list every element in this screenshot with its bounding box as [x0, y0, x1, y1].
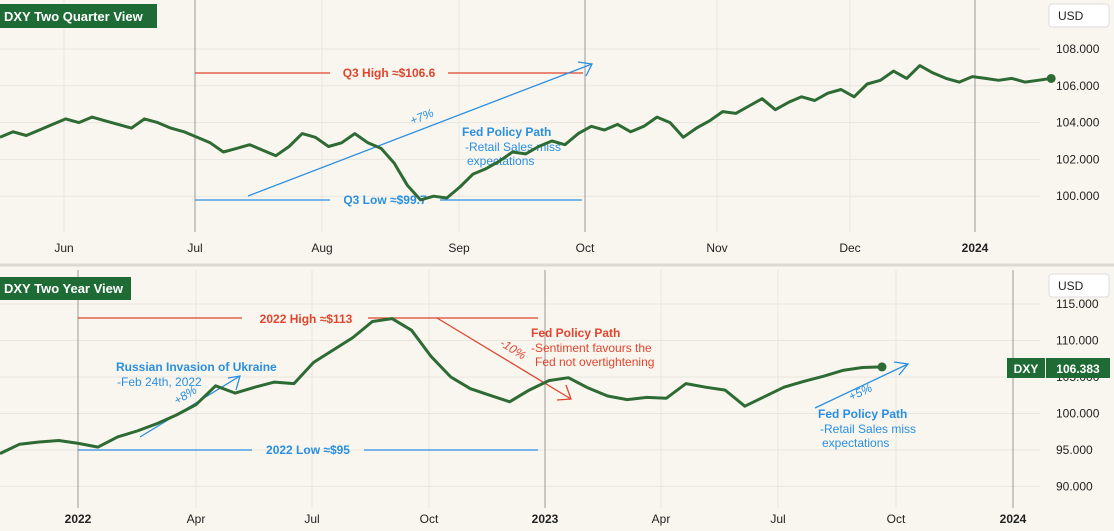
y22-down-trend-arrowhead [556, 384, 572, 401]
q3-trend-arrowhead [577, 61, 593, 77]
two-quarter-y-tick-label: 106.000 [1056, 79, 1100, 93]
two-year-x-tick-label: 2022 [65, 512, 92, 526]
two-year-y-tick-label: 95.000 [1056, 443, 1093, 457]
two-quarter-y-axis: 108.000 106.000 104.000 102.000 100.000 [1056, 42, 1100, 203]
two-quarter-x-tick-label: Jul [187, 241, 202, 255]
two-quarter-x-tick-label: Oct [576, 241, 595, 255]
two-year-title: DXY Two Year View [4, 281, 124, 296]
last-price-value-tag [1046, 358, 1110, 378]
two-quarter-y-tick-label: 100.000 [1056, 189, 1100, 203]
two-year-x-tick-label: 2023 [532, 512, 559, 526]
two-quarter-currency-label: USD [1058, 9, 1084, 23]
two-quarter-x-tick-label: Dec [839, 241, 860, 255]
russia-note-date: -Feb 24th, 2022 [117, 375, 202, 389]
two-year-x-tick-label: Apr [652, 512, 671, 526]
two-year-currency-button[interactable] [1048, 273, 1110, 298]
y23-recent-trend-line [814, 363, 909, 409]
two-quarter-price-line [0, 64, 1052, 202]
q3-trend-line [247, 63, 593, 197]
two-quarter-x-axis: Jun Jul Aug Sep Oct Nov Dec 2024 [54, 241, 988, 255]
two-quarter-grid [0, 0, 1040, 232]
two-quarter-y-tick-label: 108.000 [1056, 42, 1100, 56]
two-quarter-last-point [1046, 73, 1056, 83]
two-year-y-tick-label: 100.000 [1056, 407, 1100, 421]
fed2-note-title: Fed Policy Path [818, 407, 907, 421]
two-quarter-x-tick-label: Aug [311, 241, 332, 255]
two-quarter-x-tick-label: 2024 [962, 241, 989, 255]
two-quarter-title: DXY Two Quarter View [4, 9, 144, 24]
two-year-x-tick-label: Apr [187, 512, 206, 526]
two-quarter-y-tick-label: 104.000 [1056, 116, 1100, 130]
two-quarter-title-badge [0, 4, 157, 28]
two-quarter-panel: Q3 High ≈$106.6 Q3 Low ≈$99.7 +7% Fed Po… [0, 0, 1110, 255]
two-quarter-y-tick-label: 102.000 [1056, 152, 1100, 166]
y23-recent-trend-arrowhead [893, 361, 910, 376]
last-price-value: 106.383 [1056, 362, 1100, 376]
two-year-x-tick-label: 2024 [1000, 512, 1027, 526]
russia-note-title: Russian Invasion of Ukraine [116, 360, 277, 374]
fed2-note-line2: expectations [822, 436, 889, 450]
y23-recent-trend-label: +5% [846, 381, 874, 404]
y22-down-trend-label: -10% [497, 336, 528, 363]
two-year-y-tick-label: 115.000 [1056, 297, 1099, 311]
two-year-x-axis: 2022 Apr Jul Oct 2023 Apr Jul Oct 2024 [65, 512, 1027, 526]
y22-high-label: 2022 High ≈$113 [260, 312, 353, 326]
two-year-title-badge [0, 277, 131, 300]
y22-down-trend-line [436, 317, 572, 400]
fed2-note-line1: -Retail Sales miss [820, 422, 916, 436]
two-year-x-tick-label: Jul [304, 512, 319, 526]
y22-low-label: 2022 Low ≈$95 [266, 443, 350, 457]
fed1-note-line2: Fed not overtightening [535, 355, 654, 369]
q3-fed-note-line1: -Retail Sales miss [465, 140, 561, 154]
two-year-last-point [877, 362, 887, 372]
last-price-symbol: DXY [1014, 362, 1039, 376]
two-year-x-tick-label: Jul [770, 512, 785, 526]
q3-low-label: Q3 Low ≈$99.7 [343, 193, 427, 207]
two-quarter-x-tick-label: Jun [54, 241, 73, 255]
fed1-note-line1: -Sentiment favours the [531, 341, 652, 355]
two-year-panel: 2022 High ≈$113 2022 Low ≈$95 +8% -10% +… [0, 270, 1110, 526]
last-price-symbol-tag [1007, 358, 1045, 378]
q3-fed-note-title: Fed Policy Path [462, 125, 551, 139]
two-year-year-dividers [77, 270, 1014, 508]
two-year-currency-label: USD [1058, 279, 1084, 293]
fed1-note-title: Fed Policy Path [531, 326, 620, 340]
two-year-grid [0, 270, 1040, 508]
two-quarter-x-tick-label: Nov [706, 241, 727, 255]
two-quarter-currency-button[interactable] [1048, 3, 1110, 28]
q3-high-label: Q3 High ≈$106.6 [343, 66, 436, 80]
two-year-price-line [0, 317, 883, 455]
y22-up-trend-arrowhead [227, 375, 241, 391]
q3-trend-label: +7% [408, 106, 436, 128]
two-quarter-year-dividers [194, 0, 976, 232]
two-year-y-tick-label: 90.000 [1056, 480, 1093, 494]
two-year-x-tick-label: Oct [887, 512, 906, 526]
two-year-y-tick-label: 110.000 [1056, 334, 1099, 348]
two-year-x-tick-label: Oct [420, 512, 439, 526]
two-quarter-x-tick-label: Sep [448, 241, 470, 255]
